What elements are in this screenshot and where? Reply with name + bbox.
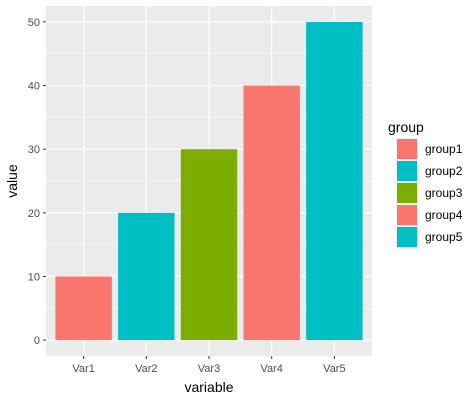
bar-var5	[306, 21, 363, 341]
legend-swatch	[397, 227, 417, 247]
legend-swatch	[397, 183, 417, 203]
x-axis: Var1 Var2 Var3 Var4 Var5	[72, 356, 346, 375]
legend-label: group1	[425, 142, 463, 156]
bars-layer	[55, 21, 363, 341]
x-tick-label: Var5	[323, 363, 345, 375]
bar-var1	[55, 276, 112, 341]
legend-swatch	[397, 139, 417, 159]
x-tick-label: Var4	[260, 363, 282, 375]
bar-var3	[180, 149, 238, 341]
y-tick-label: 40	[28, 81, 40, 93]
legend-label: group3	[425, 186, 463, 200]
legend: group group1 group2 group3 group4 group5	[388, 119, 463, 248]
y-tick-label: 10	[28, 271, 40, 283]
legend-swatch	[397, 161, 417, 181]
x-tick-label: Var3	[198, 363, 220, 375]
x-tick-label: Var2	[135, 363, 157, 375]
legend-label: group2	[425, 164, 463, 178]
bar-var2	[118, 212, 175, 341]
legend-title: group	[388, 119, 424, 135]
y-axis: 0 10 20 30 40 50	[28, 17, 46, 347]
legend-label: group5	[425, 230, 463, 244]
x-tick-label: Var1	[72, 363, 94, 375]
legend-label: group4	[425, 208, 463, 222]
y-tick-label: 0	[34, 335, 40, 347]
x-axis-title: variable	[184, 379, 233, 395]
y-tick-label: 20	[28, 208, 40, 220]
y-tick-label: 30	[28, 144, 40, 156]
legend-swatch	[397, 205, 417, 225]
y-axis-title: value	[4, 164, 20, 198]
y-tick-label: 50	[28, 17, 40, 29]
bar-var4	[243, 85, 300, 341]
